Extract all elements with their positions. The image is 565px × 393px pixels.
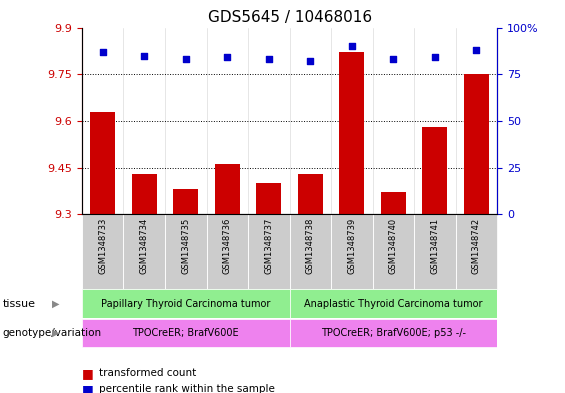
Text: TPOCreER; BrafV600E; p53 -/-: TPOCreER; BrafV600E; p53 -/-: [321, 328, 466, 338]
Text: Papillary Thyroid Carcinoma tumor: Papillary Thyroid Carcinoma tumor: [101, 299, 271, 309]
Text: ▶: ▶: [52, 299, 59, 309]
Text: ■: ■: [82, 382, 94, 393]
Bar: [298, 174, 323, 214]
Title: GDS5645 / 10468016: GDS5645 / 10468016: [207, 10, 372, 25]
Bar: [289, 214, 331, 289]
Bar: [215, 164, 240, 214]
Bar: [82, 289, 289, 318]
Point: [140, 52, 149, 59]
Bar: [123, 214, 165, 289]
Point: [389, 56, 398, 62]
Point: [181, 56, 190, 62]
Bar: [340, 52, 364, 214]
Text: Anaplastic Thyroid Carcinoma tumor: Anaplastic Thyroid Carcinoma tumor: [304, 299, 483, 309]
Bar: [373, 214, 414, 289]
Bar: [381, 193, 406, 214]
Point: [472, 47, 481, 53]
Text: GSM1348737: GSM1348737: [264, 218, 273, 274]
Point: [223, 54, 232, 61]
Bar: [331, 214, 373, 289]
Text: GSM1348733: GSM1348733: [98, 218, 107, 274]
Text: GSM1348740: GSM1348740: [389, 218, 398, 274]
Point: [431, 54, 440, 61]
Point: [306, 58, 315, 64]
Point: [264, 56, 273, 62]
Text: percentile rank within the sample: percentile rank within the sample: [99, 384, 275, 393]
Text: GSM1348734: GSM1348734: [140, 218, 149, 274]
Bar: [132, 174, 157, 214]
Text: GSM1348735: GSM1348735: [181, 218, 190, 274]
Bar: [207, 214, 248, 289]
Text: GSM1348739: GSM1348739: [347, 218, 357, 274]
Text: TPOCreER; BrafV600E: TPOCreER; BrafV600E: [132, 328, 239, 338]
Bar: [455, 214, 497, 289]
Text: genotype/variation: genotype/variation: [3, 328, 102, 338]
Bar: [248, 214, 289, 289]
Text: GSM1348738: GSM1348738: [306, 218, 315, 274]
Bar: [90, 112, 115, 214]
Bar: [173, 189, 198, 214]
Point: [347, 43, 357, 50]
Text: ▶: ▶: [52, 328, 59, 338]
Bar: [82, 319, 289, 347]
Text: GSM1348742: GSM1348742: [472, 218, 481, 274]
Text: ■: ■: [82, 367, 94, 380]
Bar: [257, 183, 281, 214]
Text: GSM1348741: GSM1348741: [431, 218, 440, 274]
Bar: [82, 214, 123, 289]
Bar: [414, 214, 455, 289]
Text: tissue: tissue: [3, 299, 36, 309]
Bar: [165, 214, 207, 289]
Bar: [423, 127, 447, 214]
Bar: [464, 74, 489, 214]
Bar: [289, 319, 497, 347]
Bar: [289, 289, 497, 318]
Text: GSM1348736: GSM1348736: [223, 218, 232, 274]
Text: transformed count: transformed count: [99, 368, 196, 378]
Point: [98, 49, 107, 55]
